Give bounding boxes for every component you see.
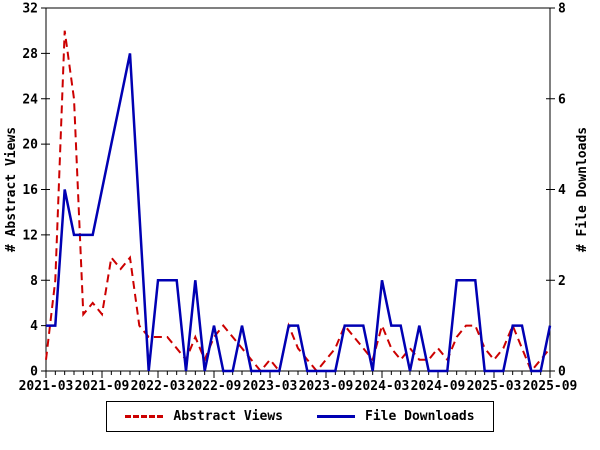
legend-label-abstract-views: Abstract Views — [173, 409, 283, 424]
left-axis-tick-label: 20 — [22, 138, 38, 153]
legend-item-file-downloads: File Downloads — [317, 409, 475, 424]
left-axis-tick-label: 0 — [30, 365, 38, 380]
right-axis-tick-label: 2 — [558, 274, 566, 289]
left-axis-tick-label: 4 — [30, 319, 38, 334]
right-axis-tick-label: 6 — [558, 92, 566, 107]
x-axis-tick-label: 2024-03 — [355, 379, 410, 394]
right-axis-tick-label: 8 — [558, 2, 566, 17]
left-axis-tick-label: 32 — [22, 2, 38, 17]
left-axis-tick-label: 8 — [30, 274, 38, 289]
x-axis-tick-label: 2021-09 — [75, 379, 130, 394]
abstract-views-line-swatch — [125, 415, 164, 418]
x-axis-tick-label: 2023-03 — [243, 379, 298, 394]
file-downloads-line — [46, 53, 552, 373]
x-axis-tick-label: 2023-09 — [299, 379, 354, 394]
x-axis-tick-label: 2025-09 — [523, 379, 578, 394]
legend-row: Abstract Views File Downloads — [0, 401, 600, 432]
right-axis-title: # File Downloads — [575, 127, 590, 252]
plot-frame — [45, 7, 551, 372]
abstract-views-line — [45, 30, 551, 374]
file-downloads-line-swatch — [317, 415, 355, 418]
left-axis-tick-label: 28 — [22, 47, 38, 62]
x-axis-tick-label: 2024-09 — [411, 379, 466, 394]
x-axis-tick-label: 2022-03 — [131, 379, 186, 394]
chart-legend: Abstract Views File Downloads — [106, 401, 494, 432]
x-axis-tick-label: 2025-03 — [467, 379, 522, 394]
left-axis-title: # Abstract Views — [4, 127, 19, 252]
legend-label-file-downloads: File Downloads — [365, 409, 475, 424]
left-axis-tick-label: 12 — [22, 228, 38, 243]
x-axis-tick-label: 2022-09 — [187, 379, 242, 394]
legend-item-abstract-views: Abstract Views — [125, 409, 283, 424]
right-axis-tick-label: 0 — [558, 365, 566, 380]
left-axis-tick-label: 16 — [22, 183, 38, 198]
right-axis-tick-label: 4 — [558, 183, 566, 198]
left-axis-tick-label: 24 — [22, 92, 38, 107]
x-axis-tick-label: 2021-03 — [19, 379, 74, 394]
